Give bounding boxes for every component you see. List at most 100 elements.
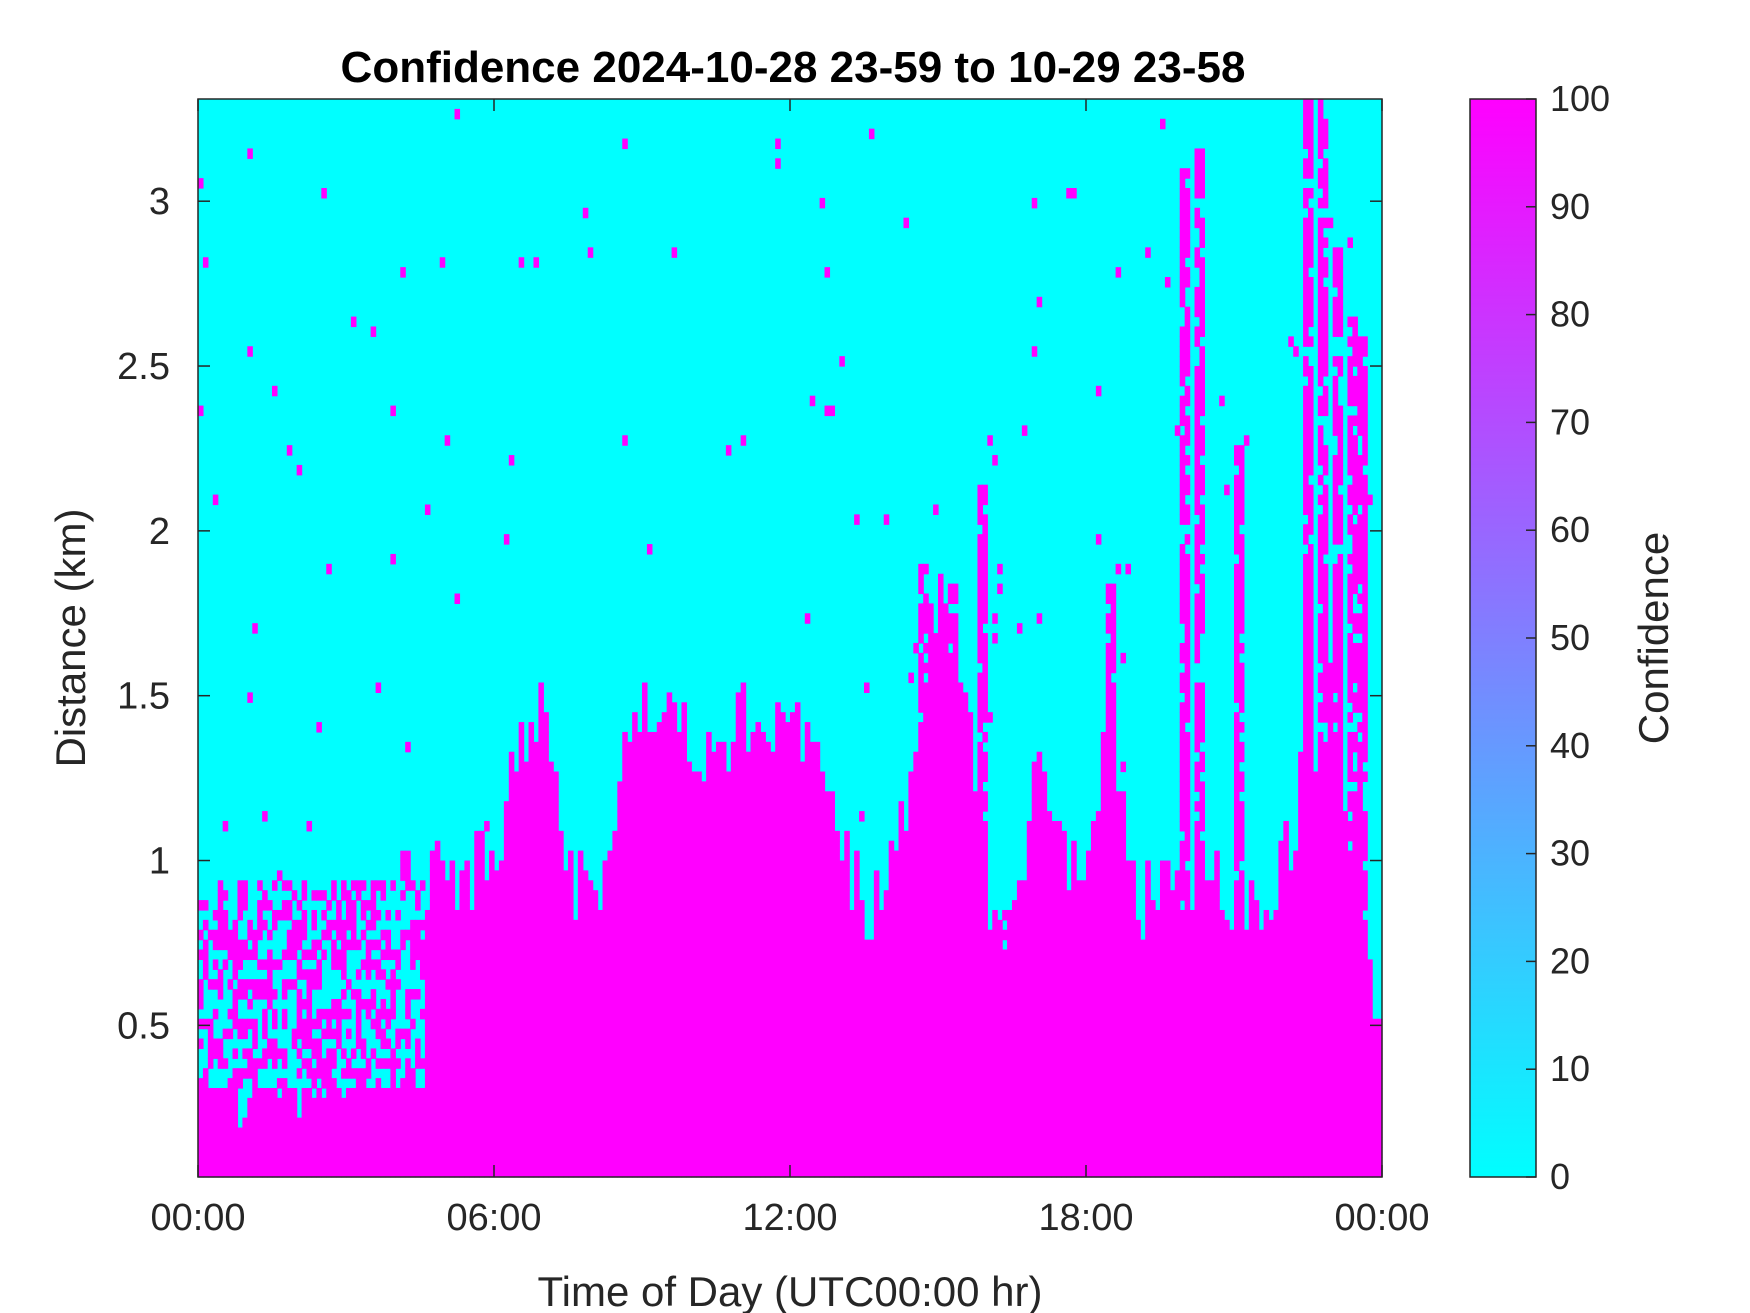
heatmap-cell bbox=[809, 1028, 816, 1040]
heatmap-cell bbox=[755, 1137, 761, 1148]
heatmap-cell bbox=[928, 909, 934, 921]
heatmap-cell bbox=[350, 989, 357, 1000]
heatmap-cell bbox=[212, 1097, 219, 1109]
heatmap-cell bbox=[444, 979, 451, 990]
heatmap-cell bbox=[775, 820, 781, 832]
heatmap-cell bbox=[883, 1127, 890, 1139]
heatmap-cell bbox=[577, 1167, 584, 1178]
heatmap-cell bbox=[637, 900, 643, 911]
heatmap-cell bbox=[676, 731, 683, 743]
heatmap-cell bbox=[765, 929, 771, 941]
heatmap-cell bbox=[888, 1087, 895, 1099]
heatmap-cell bbox=[819, 1147, 826, 1158]
heatmap-cell bbox=[617, 1018, 623, 1030]
heatmap-cell bbox=[883, 939, 890, 951]
heatmap-cell bbox=[918, 741, 924, 753]
heatmap-cell bbox=[706, 1048, 712, 1059]
heatmap-cell bbox=[859, 1117, 865, 1129]
heatmap-cell bbox=[528, 949, 535, 961]
heatmap-cell bbox=[217, 1107, 224, 1119]
heatmap-cell bbox=[775, 781, 781, 792]
heatmap-cell bbox=[859, 1018, 865, 1030]
heatmap-cell bbox=[533, 830, 539, 842]
heatmap-cell bbox=[839, 860, 845, 872]
heatmap-cell bbox=[612, 1097, 618, 1109]
heatmap-cell bbox=[706, 900, 712, 911]
heatmap-cell bbox=[888, 1147, 895, 1158]
heatmap-cell bbox=[331, 1008, 337, 1020]
heatmap-cell bbox=[804, 1107, 811, 1119]
heatmap-cell bbox=[543, 1117, 549, 1129]
heatmap-cell bbox=[854, 860, 860, 872]
heatmap-cell bbox=[918, 1038, 924, 1050]
heatmap-cell bbox=[898, 989, 905, 1000]
heatmap-cell bbox=[809, 1078, 816, 1089]
heatmap-cell bbox=[750, 840, 757, 852]
heatmap-cell bbox=[888, 1048, 895, 1059]
heatmap-cell bbox=[385, 1127, 391, 1139]
heatmap-cell bbox=[533, 1018, 539, 1030]
heatmap-cell bbox=[780, 1117, 786, 1129]
heatmap-cell bbox=[839, 1167, 845, 1178]
heatmap-cell bbox=[923, 909, 929, 921]
heatmap-cell bbox=[528, 1157, 535, 1168]
heatmap-cell bbox=[474, 1068, 480, 1079]
heatmap-cell bbox=[637, 870, 643, 881]
heatmap-cell bbox=[923, 722, 929, 733]
heatmap-cell bbox=[780, 998, 786, 1010]
heatmap-cell bbox=[207, 1087, 214, 1099]
heatmap-cell bbox=[770, 761, 776, 773]
heatmap-cell bbox=[592, 1097, 599, 1109]
heatmap-cell bbox=[632, 939, 638, 951]
heatmap-cell bbox=[760, 1048, 766, 1059]
heatmap-cell bbox=[735, 692, 742, 703]
heatmap-cell bbox=[804, 613, 811, 624]
heatmap-cell bbox=[602, 949, 609, 961]
heatmap-cell bbox=[760, 731, 766, 743]
heatmap-cell bbox=[671, 959, 678, 970]
heatmap-cell bbox=[868, 128, 875, 140]
heatmap-cell bbox=[237, 1127, 243, 1139]
heatmap-cell bbox=[844, 1028, 850, 1040]
heatmap-cell bbox=[918, 1117, 924, 1129]
heatmap-cell bbox=[711, 1078, 717, 1089]
heatmap-cell bbox=[553, 929, 559, 941]
heatmap-cell bbox=[646, 979, 653, 990]
heatmap-cell bbox=[706, 909, 712, 921]
heatmap-cell bbox=[809, 919, 816, 931]
heatmap-cell bbox=[725, 1008, 732, 1020]
heatmap-cell bbox=[553, 1048, 559, 1059]
heatmap-cell bbox=[469, 949, 475, 961]
heatmap-cell bbox=[804, 890, 811, 901]
heatmap-cell bbox=[528, 989, 535, 1000]
heatmap-cell bbox=[750, 811, 757, 822]
heatmap-cell bbox=[424, 1058, 431, 1069]
heatmap-cell bbox=[568, 1087, 574, 1099]
heatmap-cell bbox=[913, 830, 919, 842]
heatmap-cell bbox=[701, 909, 707, 921]
heatmap-cell bbox=[918, 1078, 924, 1089]
heatmap-cell bbox=[740, 1048, 747, 1059]
heatmap-cell bbox=[498, 959, 505, 970]
heatmap-cell bbox=[306, 1008, 313, 1020]
heatmap-cell bbox=[528, 1127, 535, 1139]
heatmap-cell bbox=[671, 722, 678, 733]
heatmap-cell bbox=[903, 850, 909, 862]
heatmap-cell bbox=[434, 870, 441, 881]
heatmap-cell bbox=[503, 959, 510, 970]
heatmap-cell bbox=[681, 830, 687, 842]
heatmap-cell bbox=[819, 909, 826, 921]
heatmap-cell bbox=[508, 1137, 515, 1148]
heatmap-cell bbox=[518, 860, 525, 872]
heatmap-cell bbox=[642, 939, 648, 951]
heatmap-cell bbox=[632, 1018, 638, 1030]
heatmap-cell bbox=[760, 1097, 766, 1109]
heatmap-cell bbox=[661, 1018, 668, 1030]
heatmap-cell bbox=[913, 1058, 919, 1069]
heatmap-cell bbox=[671, 1078, 678, 1089]
heatmap-cell bbox=[558, 1038, 564, 1050]
heatmap-cell bbox=[508, 860, 515, 872]
heatmap-cell bbox=[410, 1117, 416, 1129]
heatmap-cell bbox=[444, 1078, 451, 1089]
heatmap-cell bbox=[577, 890, 584, 901]
